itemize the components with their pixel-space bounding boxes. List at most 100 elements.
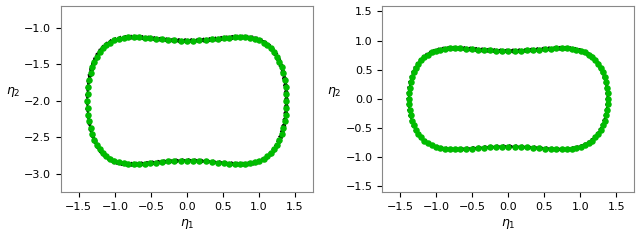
Point — [92, 143, 102, 146]
Point — [240, 162, 250, 166]
Point — [584, 141, 594, 145]
Point — [235, 35, 245, 39]
Point — [157, 37, 167, 41]
Point — [413, 62, 424, 66]
Point — [92, 55, 102, 59]
Point — [254, 159, 264, 163]
Point — [576, 145, 586, 149]
Point — [431, 49, 441, 53]
Point — [83, 113, 93, 117]
Point — [114, 160, 124, 164]
Point — [87, 65, 97, 69]
Point — [83, 99, 93, 103]
Point — [278, 72, 289, 75]
Point — [250, 37, 260, 41]
Point — [118, 162, 129, 165]
Point — [90, 138, 100, 141]
Point — [124, 162, 134, 166]
Point — [416, 58, 426, 62]
Point — [484, 145, 495, 149]
Point — [101, 154, 111, 158]
Point — [212, 161, 223, 164]
Point — [281, 92, 291, 96]
Point — [230, 36, 240, 39]
Point — [151, 37, 161, 41]
Point — [435, 146, 445, 150]
Point — [419, 55, 429, 59]
Point — [445, 46, 455, 50]
Point — [269, 50, 279, 54]
Point — [218, 161, 228, 165]
Point — [467, 47, 477, 51]
Point — [598, 70, 608, 74]
Point — [163, 38, 173, 42]
Point — [98, 151, 108, 155]
Point — [200, 160, 211, 163]
X-axis label: $\eta_1$: $\eta_1$ — [501, 217, 516, 232]
Point — [479, 48, 489, 52]
Point — [503, 49, 513, 53]
Point — [250, 160, 260, 164]
Point — [266, 151, 276, 155]
Point — [545, 147, 556, 151]
Point — [259, 41, 269, 44]
Point — [175, 159, 186, 163]
Point — [175, 39, 186, 42]
Point — [601, 114, 611, 117]
Point — [275, 60, 285, 64]
Point — [576, 49, 586, 53]
Point — [230, 162, 240, 166]
Point — [157, 160, 167, 164]
Point — [534, 48, 544, 51]
Point — [461, 147, 471, 151]
Point — [90, 60, 100, 64]
Point — [151, 161, 161, 164]
Point — [407, 75, 417, 79]
Point — [491, 145, 501, 149]
Point — [522, 49, 532, 52]
Point — [572, 146, 582, 150]
Point — [280, 113, 291, 117]
Point — [540, 47, 550, 51]
Point — [109, 159, 120, 163]
Point — [598, 123, 608, 127]
Point — [580, 50, 590, 54]
Point — [195, 38, 205, 42]
Point — [182, 159, 192, 163]
Point — [528, 146, 538, 150]
Point — [587, 55, 597, 59]
Point — [422, 53, 433, 56]
Point — [404, 97, 414, 101]
Point — [407, 119, 417, 123]
Point — [262, 154, 273, 158]
Point — [129, 35, 139, 39]
Point — [276, 65, 287, 69]
Point — [240, 36, 250, 39]
Point — [140, 162, 150, 165]
Point — [170, 38, 180, 42]
Point — [411, 66, 421, 70]
Point — [426, 143, 436, 147]
Point — [129, 162, 139, 166]
Point — [602, 108, 612, 112]
Point — [235, 162, 245, 166]
Point — [602, 91, 612, 95]
Point — [528, 48, 538, 52]
Point — [280, 85, 291, 89]
Point — [404, 86, 415, 90]
Point — [272, 55, 282, 59]
Point — [275, 138, 285, 141]
Point — [509, 145, 520, 149]
Point — [566, 147, 577, 151]
Point — [405, 114, 415, 117]
Point — [84, 78, 94, 82]
Point — [590, 136, 600, 139]
Point — [207, 160, 217, 164]
Point — [572, 48, 582, 52]
Point — [245, 36, 255, 40]
Point — [522, 145, 532, 149]
Point — [83, 106, 93, 110]
Point — [276, 132, 287, 136]
Y-axis label: $\eta_2$: $\eta_2$ — [327, 85, 342, 99]
Point — [95, 50, 105, 54]
